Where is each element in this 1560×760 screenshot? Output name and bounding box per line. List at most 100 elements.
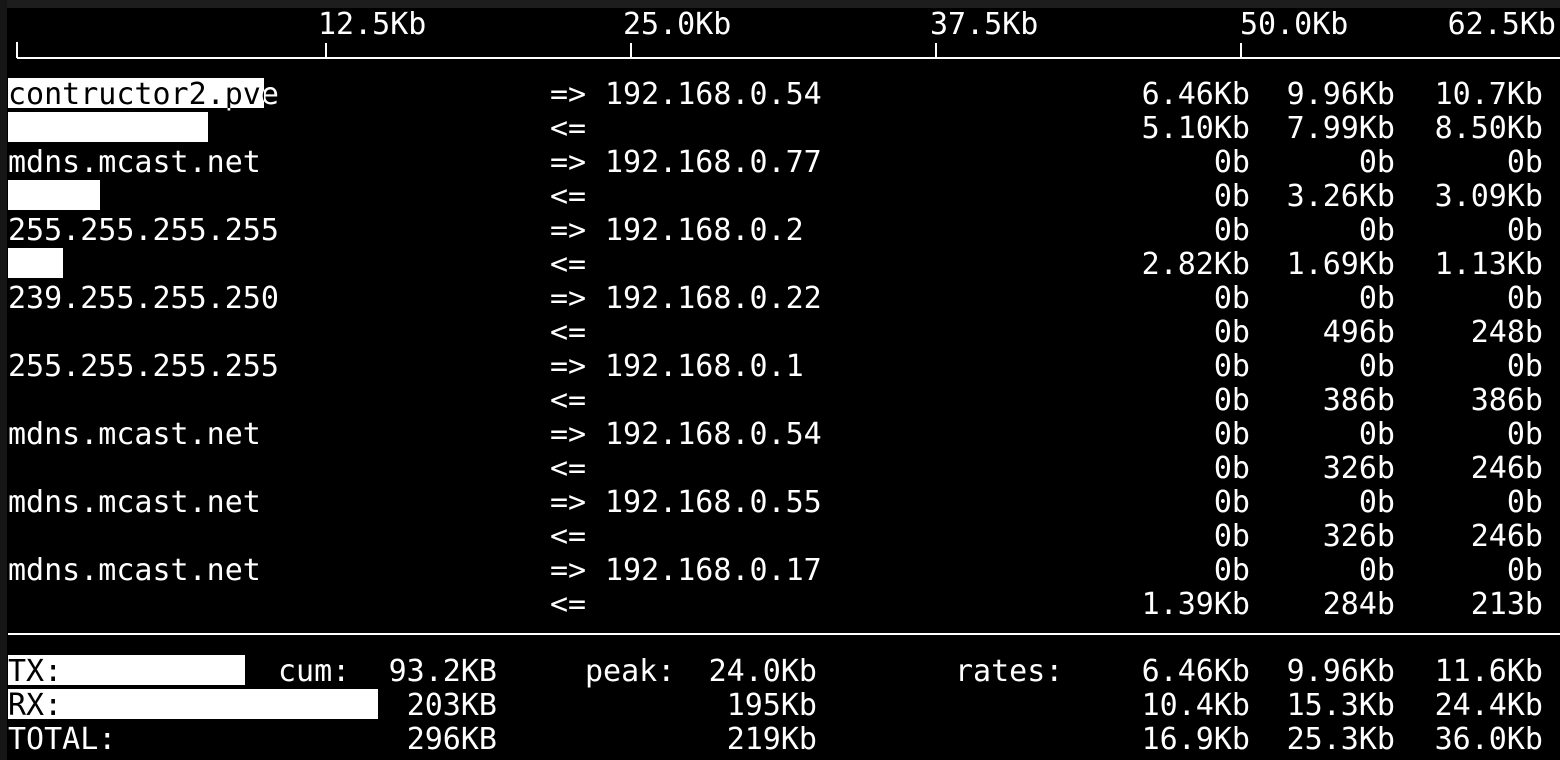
scale-tick: [935, 43, 937, 58]
dest-host: 192.168.0.17: [605, 553, 822, 588]
rx-arrow-icon: <=: [550, 247, 587, 282]
connection-rx-line: <= 0b 496b 248b: [0, 316, 1560, 350]
rx-rate-10s: 15.3Kb: [1286, 688, 1395, 723]
rate-40s: 8.50Kb: [1434, 111, 1543, 146]
rate-40s: 248b: [1470, 315, 1543, 350]
rate-10s: 0b: [1358, 417, 1395, 452]
source-host: 239.255.255.250: [8, 281, 279, 316]
connection-rx-line: <= 1.39Kb 284b 213b: [0, 588, 1560, 622]
rate-10s: 496b: [1322, 315, 1395, 350]
dest-host: 192.168.0.77: [605, 145, 822, 180]
dest-host: 192.168.0.22: [605, 281, 822, 316]
scale-axis: [17, 57, 1560, 59]
source-host: 255.255.255.255: [8, 349, 279, 384]
total-peak: 219Kb: [726, 722, 817, 757]
rate-40s: 0b: [1506, 485, 1543, 520]
rate-2s: 0b: [1213, 519, 1250, 554]
rate-40s: 1.13Kb: [1434, 247, 1543, 282]
rate-10s: 0b: [1358, 213, 1395, 248]
rate-2s: 0b: [1213, 349, 1250, 384]
rx-arrow-icon: <=: [550, 315, 587, 350]
tx-arrow-icon: =>: [550, 417, 587, 452]
rates-label: rates:: [955, 654, 1064, 689]
rate-10s: 386b: [1322, 383, 1395, 418]
connection-rx-line: <= 0b 326b 246b: [0, 452, 1560, 486]
rx-arrow-icon: <=: [550, 451, 587, 486]
tx-arrow-icon: =>: [550, 77, 587, 112]
rate-10s: 0b: [1358, 485, 1395, 520]
tx-arrow-icon: =>: [550, 213, 587, 248]
tx-rate-40s: 11.6Kb: [1434, 654, 1543, 689]
bandwidth-bar: [8, 248, 63, 278]
total-label: TOTAL:: [8, 722, 117, 757]
dest-host: 192.168.0.54: [605, 77, 822, 112]
connection-tx-line: mdns.mcast.net => 192.168.0.55 0b 0b 0b: [0, 486, 1560, 520]
tx-arrow-icon: =>: [550, 349, 587, 384]
rx-arrow-icon: <=: [550, 383, 587, 418]
rate-10s: 326b: [1322, 519, 1395, 554]
bandwidth-bar: contructor2.pve: [8, 78, 264, 108]
summary-total-row: TOTAL: 296KB 219Kb 16.9Kb 25.3Kb 36.0Kb: [0, 723, 1560, 757]
rate-2s: 0b: [1213, 281, 1250, 316]
source-host: mdns.mcast.net: [8, 485, 261, 520]
source-host: mdns.mcast.net: [8, 417, 261, 452]
rate-10s: 0b: [1358, 349, 1395, 384]
connection-tx-line: 239.255.255.250 => 192.168.0.22 0b 0b 0b: [0, 282, 1560, 316]
summary-tx-row: cum: 93.2KB peak: 24.0Kb rates: 6.46Kb 9…: [0, 655, 1560, 689]
connection-rx-line: <= 0b 3.26Kb 3.09Kb: [0, 180, 1560, 214]
bandwidth-bar: [8, 112, 208, 142]
rate-40s: 386b: [1470, 383, 1543, 418]
rx-rate-40s: 24.4Kb: [1434, 688, 1543, 723]
connection-rx-line: <= 0b 386b 386b: [0, 384, 1560, 418]
rx-arrow-icon: <=: [550, 111, 587, 146]
rate-2s: 0b: [1213, 383, 1250, 418]
rate-2s: 0b: [1213, 145, 1250, 180]
rx-rate-2s: 10.4Kb: [1141, 688, 1250, 723]
cum-label: cum:: [278, 654, 351, 689]
rate-2s: 2.82Kb: [1141, 247, 1250, 282]
rate-2s: 5.10Kb: [1141, 111, 1250, 146]
dest-host: 192.168.0.1: [605, 349, 804, 384]
rate-10s: 3.26Kb: [1286, 179, 1395, 214]
rate-2s: 0b: [1213, 451, 1250, 486]
scale-label: 25.0Kb: [623, 7, 732, 42]
scale-label: 12.5Kb: [318, 7, 427, 42]
tx-label-inverse: TX:: [8, 655, 63, 685]
tx-rate-2s: 6.46Kb: [1141, 654, 1250, 689]
rate-10s: 326b: [1322, 451, 1395, 486]
rate-10s: 0b: [1358, 553, 1395, 588]
tx-cum: 93.2KB: [388, 654, 497, 689]
rate-40s: 246b: [1470, 519, 1543, 554]
rate-40s: 0b: [1506, 145, 1543, 180]
connection-rx-line: <= 5.10Kb 7.99Kb 8.50Kb: [0, 112, 1560, 146]
rate-2s: 0b: [1213, 213, 1250, 248]
dest-host: 192.168.0.55: [605, 485, 822, 520]
tx-rate-10s: 9.96Kb: [1286, 654, 1395, 689]
scale-tick-origin: [16, 42, 18, 58]
rx-peak: 195Kb: [726, 688, 817, 723]
rate-40s: 10.7Kb: [1434, 77, 1543, 112]
rate-2s: 0b: [1213, 179, 1250, 214]
rx-arrow-icon: <=: [550, 587, 587, 622]
scale-tick: [325, 43, 327, 58]
total-cum: 296KB: [406, 722, 497, 757]
connection-tx-line: mdns.mcast.net => 192.168.0.17 0b 0b 0b: [0, 554, 1560, 588]
rx-bandwidth-bar: RX:: [8, 689, 378, 719]
rate-2s: 0b: [1213, 485, 1250, 520]
tx-arrow-icon: =>: [550, 145, 587, 180]
connection-tx-line: 255.255.255.255 => 192.168.0.1 0b 0b 0b: [0, 350, 1560, 384]
window-top-edge: [0, 0, 1560, 8]
scale-tick: [630, 43, 632, 58]
rate-10s: 9.96Kb: [1286, 77, 1395, 112]
rate-2s: 0b: [1213, 417, 1250, 452]
connection-rx-line: <= 0b 326b 246b: [0, 520, 1560, 554]
summary-rx-row: 203KB 195Kb 10.4Kb 15.3Kb 24.4Kb: [0, 689, 1560, 723]
source-host: mdns.mcast.net: [8, 553, 261, 588]
scale-label: 50.0Kb: [1240, 7, 1349, 42]
connection-tx-line: 255.255.255.255 => 192.168.0.2 0b 0b 0b: [0, 214, 1560, 248]
rate-40s: 0b: [1506, 349, 1543, 384]
rate-10s: 0b: [1358, 281, 1395, 316]
dest-host: 192.168.0.54: [605, 417, 822, 452]
tx-arrow-icon: =>: [550, 553, 587, 588]
